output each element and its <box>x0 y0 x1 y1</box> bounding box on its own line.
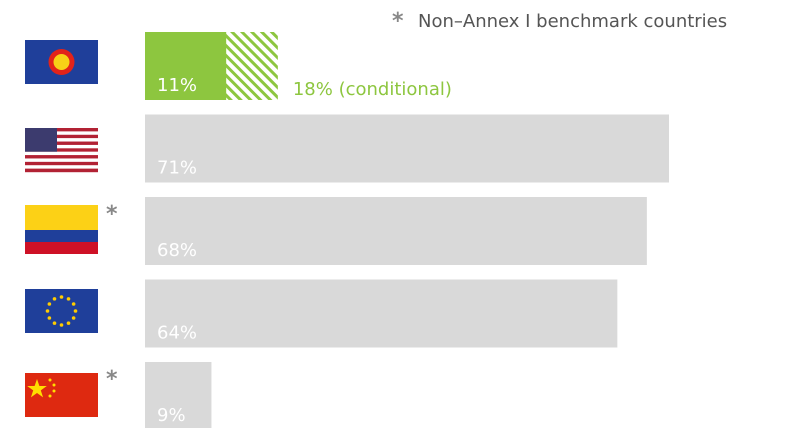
value-label: 71% <box>157 158 197 179</box>
stripe <box>25 144 98 149</box>
stripe <box>25 131 98 135</box>
canton <box>25 128 57 152</box>
stripe <box>25 165 98 169</box>
value-label: 9% <box>157 405 186 426</box>
stripe <box>25 161 98 166</box>
star <box>59 295 64 299</box>
star <box>45 309 50 313</box>
flag-asean <box>25 40 98 84</box>
marker: * <box>106 367 118 392</box>
flag-usa <box>25 128 98 173</box>
note-marker: * <box>392 9 404 34</box>
stripe <box>25 151 98 156</box>
note: * Non–Annex I benchmark countries <box>392 9 727 34</box>
star <box>71 302 76 306</box>
value-label: 64% <box>157 323 197 344</box>
star <box>47 316 52 320</box>
bar <box>145 32 227 100</box>
bar <box>145 362 212 428</box>
stripe <box>25 134 98 139</box>
star <box>73 309 78 313</box>
note-text: Non–Annex I benchmark countries <box>418 11 727 32</box>
bar <box>145 114 669 183</box>
stripe <box>25 128 98 132</box>
stripe <box>25 155 98 159</box>
star <box>71 316 76 320</box>
stripe <box>25 168 98 173</box>
star <box>47 302 52 306</box>
value-label: 11% <box>157 75 197 96</box>
stripe <box>25 148 98 152</box>
star <box>66 297 71 301</box>
conditional-label: 18% (conditional) <box>293 79 452 100</box>
flag-eu <box>25 289 98 333</box>
stripe <box>25 158 98 163</box>
flag-china <box>25 373 98 417</box>
value-label: 68% <box>157 240 197 261</box>
star <box>59 323 64 327</box>
star <box>52 321 57 325</box>
flag-colombia <box>25 205 98 254</box>
stripe <box>25 138 98 142</box>
bar <box>145 279 618 348</box>
stripe <box>25 141 98 146</box>
star <box>66 321 71 325</box>
bar <box>145 197 647 265</box>
marker: * <box>106 202 118 227</box>
star <box>52 297 57 301</box>
